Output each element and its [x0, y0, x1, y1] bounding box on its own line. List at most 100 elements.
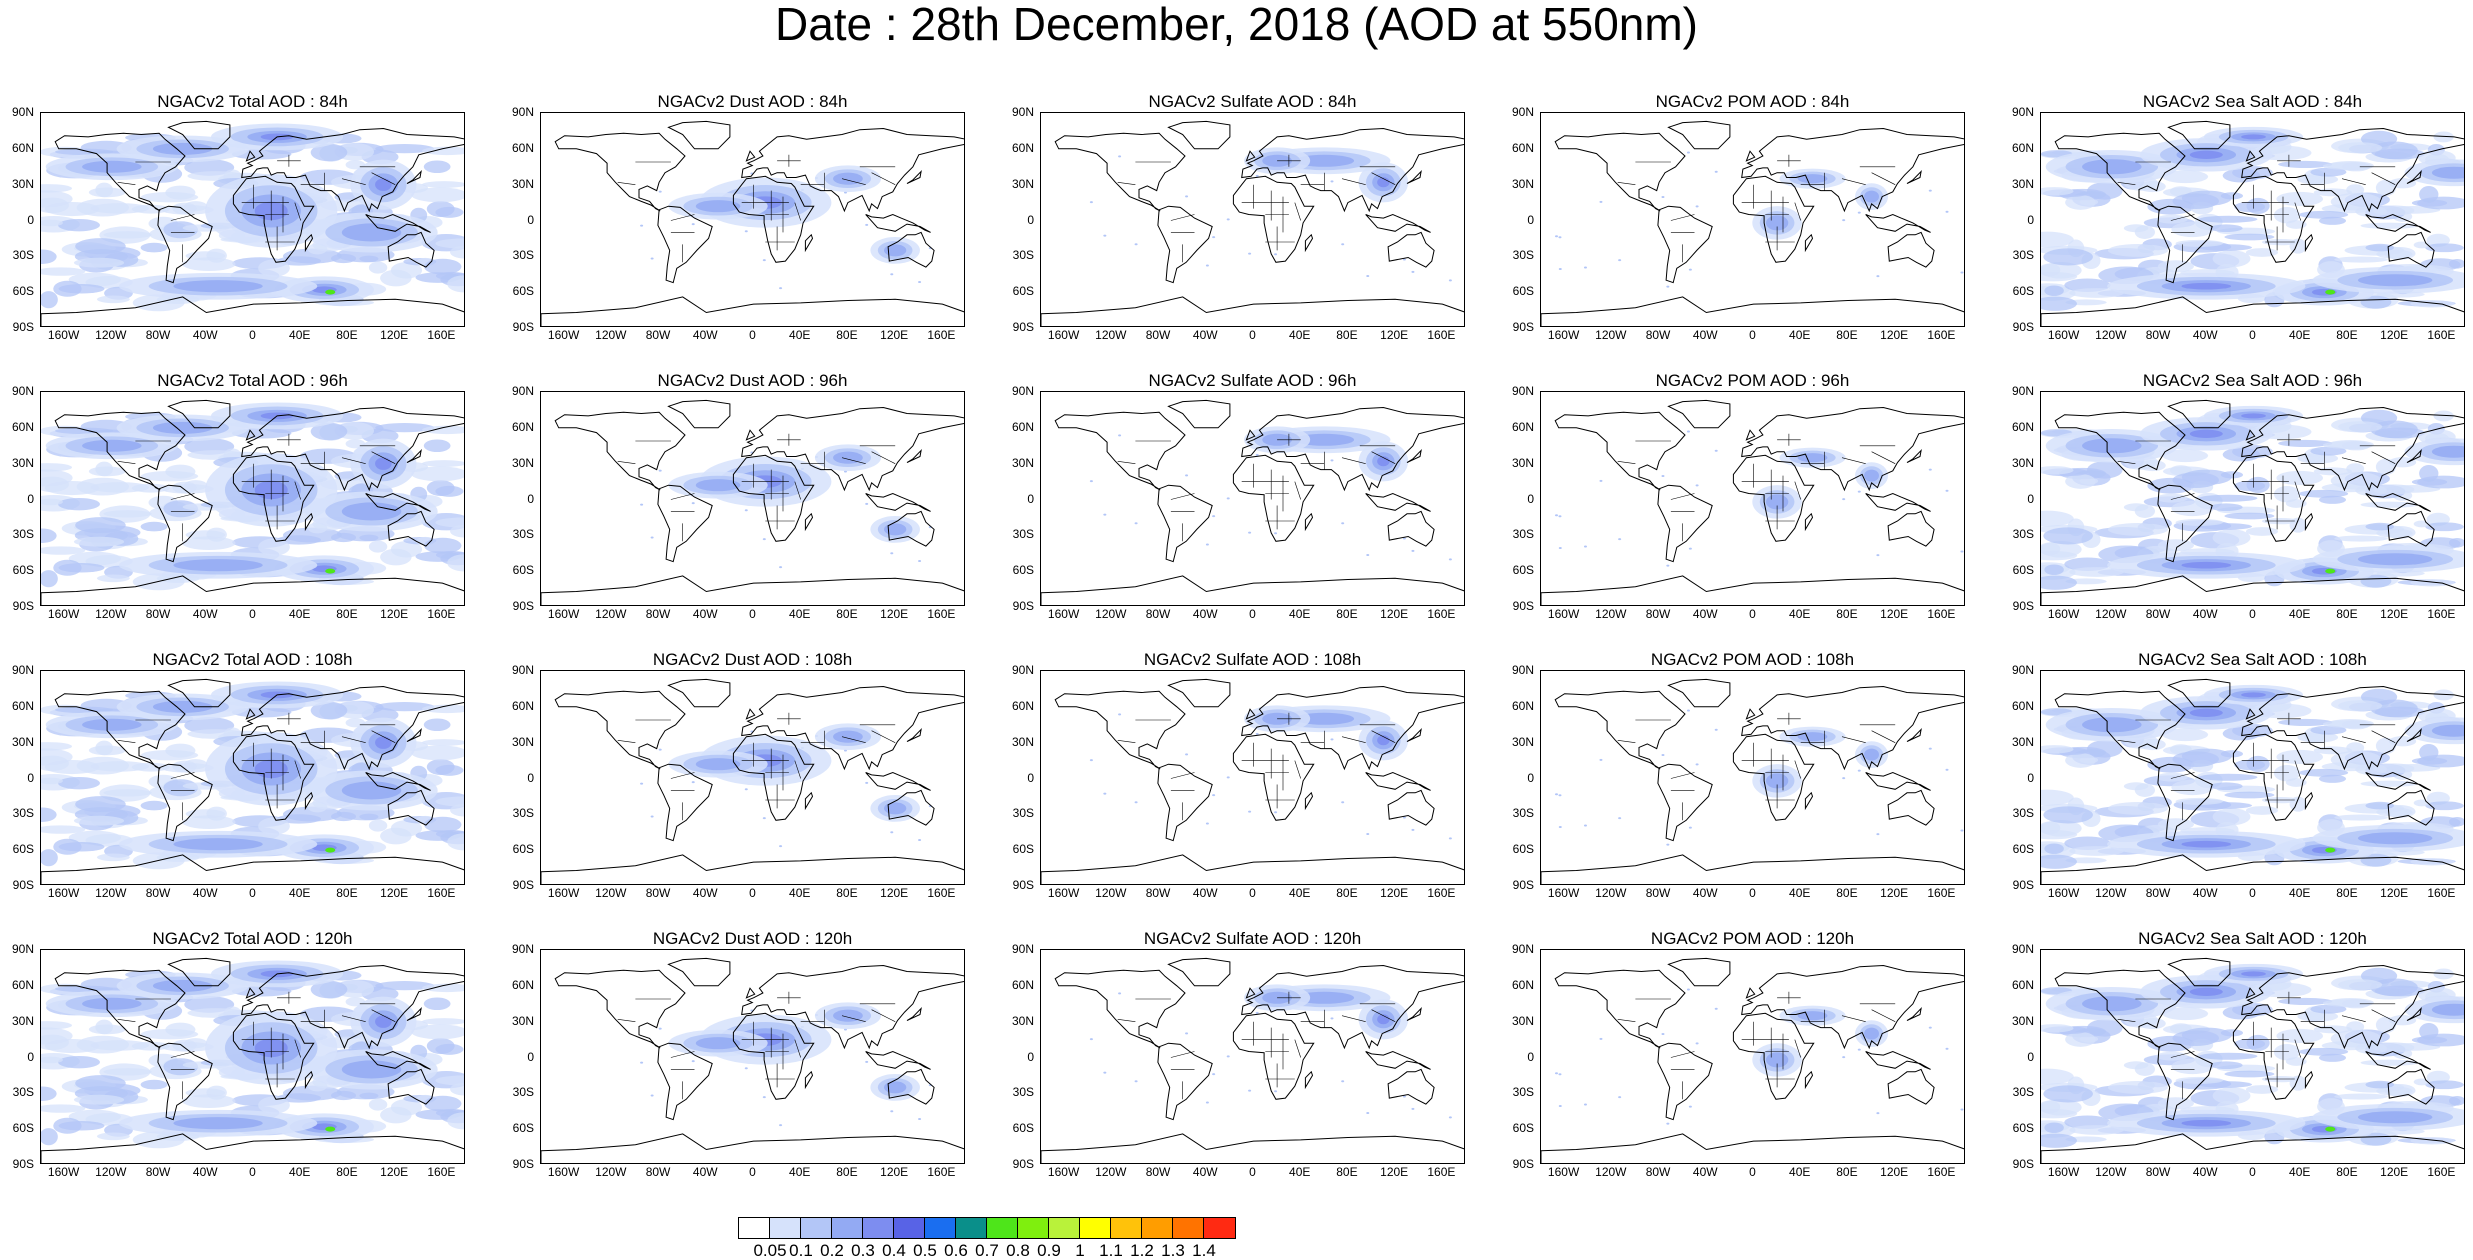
lat-tick-label: 90S — [2012, 320, 2034, 334]
lat-tick-label: 90N — [11, 942, 34, 956]
panel-title: NGACv2 Total AOD : 96h — [157, 371, 348, 390]
lon-tick-label: 120W — [595, 607, 627, 621]
aod-map — [1040, 949, 1465, 1164]
lat-tick-label: 0 — [1527, 212, 1534, 227]
lat-tick-label: 90S — [512, 878, 534, 892]
lon-tick-label: 120W — [1595, 886, 1627, 900]
lon-tick-label: 120W — [595, 886, 627, 900]
lon-tick-label: 120W — [95, 328, 127, 342]
lat-tick-label: 30S — [1012, 1085, 1034, 1100]
world-map-svg — [2041, 392, 2464, 605]
lat-tick-label: 30N — [1011, 176, 1034, 191]
lon-tick-label: 80E — [836, 1165, 858, 1179]
lon-tick-label: 160W — [47, 886, 80, 900]
aod-map — [40, 391, 465, 606]
world-map-svg — [541, 113, 964, 326]
lat-tick-label: 60S — [1512, 563, 1534, 578]
aod-map — [2040, 670, 2465, 885]
lon-tick-label: 160W — [1547, 328, 1580, 342]
map-panel-sulfate-120h: NGACv2 Sulfate AOD : 120h 90N 60N 30N 0 30S 60… — [1000, 929, 1470, 1179]
panel-title: NGACv2 Sea Salt AOD : 84h — [2142, 92, 2363, 111]
map-panel-total-120h: NGACv2 Total AOD : 120h 90N 60N 30N 0 30S 60S 9… — [0, 929, 470, 1179]
lat-tick-label: 0 — [527, 491, 534, 506]
lat-tick-label: 60N — [2011, 698, 2034, 713]
lat-tick-label: 30S — [512, 1085, 534, 1100]
lat-tick-label: 60S — [1012, 563, 1034, 578]
colorbar-label: 0.3 — [851, 1241, 875, 1260]
colorbar-label: 1.3 — [1161, 1241, 1185, 1260]
lon-tick-label: 160E — [927, 328, 956, 342]
lon-tick-label: 40W — [1192, 328, 1218, 342]
lat-tick-label: 30N — [2011, 1013, 2034, 1028]
lon-tick-label: 40W — [2192, 607, 2218, 621]
lon-tick-label: 160W — [1047, 886, 1080, 900]
lat-tick-label: 60N — [511, 977, 534, 992]
main-title: Date : 28th December, 2018 (AOD at 550nm… — [774, 0, 1699, 50]
lon-tick-label: 80E — [336, 328, 358, 342]
lon-tick-label: 120E — [1380, 607, 1409, 621]
lon-tick-label: 120E — [380, 328, 409, 342]
lat-tick-label: 0 — [1527, 770, 1534, 785]
lat-tick-label: 30N — [1511, 455, 1534, 470]
lon-tick-label: 40W — [1692, 1165, 1718, 1179]
map-panel-seasalt-108h: NGACv2 Sea Salt AOD : 108h 90N 60N 30N 0 30S 6… — [2000, 650, 2470, 900]
lon-tick-label: 40E — [789, 886, 811, 900]
panel-title: NGACv2 POM AOD : 96h — [1655, 371, 1850, 390]
world-map-svg — [2041, 950, 2464, 1163]
lat-tick-label: 90N — [1011, 105, 1034, 119]
lat-tick-label: 90S — [1012, 1157, 1034, 1171]
lon-tick-label: 120W — [2095, 886, 2127, 900]
lon-tick-label: 0 — [1749, 328, 1756, 342]
lat-tick-label: 30S — [12, 1085, 34, 1100]
panel-title: NGACv2 Sea Salt AOD : 96h — [2142, 371, 2363, 390]
lon-tick-label: 160E — [1927, 328, 1956, 342]
lon-tick-label: 160W — [1047, 1165, 1080, 1179]
lon-tick-label: 160E — [2427, 1165, 2456, 1179]
lat-tick-label: 30S — [2012, 806, 2034, 821]
lon-tick-label: 160W — [2047, 886, 2080, 900]
lat-tick-label: 90N — [511, 105, 534, 119]
map-panel-total-84h: NGACv2 Total AOD : 84h 90N 60N 30N 0 30S 60S 90… — [0, 92, 470, 342]
lon-tick-label: 40W — [192, 886, 218, 900]
lon-tick-label: 80W — [2145, 1165, 2171, 1179]
lon-tick-label: 40W — [1192, 1165, 1218, 1179]
colorbar-swatch — [894, 1218, 925, 1238]
lon-tick-label: 40E — [789, 328, 811, 342]
lon-tick-label: 80W — [645, 886, 671, 900]
lon-tick-label: 40E — [2289, 1165, 2311, 1179]
lon-tick-label: 0 — [2249, 328, 2256, 342]
panel-title: NGACv2 Sea Salt AOD : 108h — [2138, 650, 2367, 669]
lon-tick-label: 80E — [336, 886, 358, 900]
colorbar-label: 0.9 — [1037, 1241, 1061, 1260]
aod-map — [1040, 391, 1465, 606]
lat-tick-label: 90S — [2012, 1157, 2034, 1171]
lat-tick-label: 90S — [12, 1157, 34, 1171]
map-panel-sulfate-108h: NGACv2 Sulfate AOD : 108h 90N 60N 30N 0 30S 60… — [1000, 650, 1470, 900]
lat-tick-label: 30N — [2011, 734, 2034, 749]
lat-tick-label: 30N — [1011, 455, 1034, 470]
colorbar-swatch — [1018, 1218, 1049, 1238]
lat-tick-label: 90N — [511, 942, 534, 956]
lat-tick-label: 30S — [12, 527, 34, 542]
aod-map — [40, 670, 465, 885]
lat-tick-label: 60N — [2011, 977, 2034, 992]
aod-map — [40, 949, 465, 1164]
lon-tick-label: 160E — [2427, 886, 2456, 900]
lat-tick-label: 0 — [527, 212, 534, 227]
lat-tick-label: 90N — [1511, 105, 1534, 119]
lat-tick-label: 60S — [12, 1121, 34, 1136]
lon-tick-label: 40W — [1692, 328, 1718, 342]
lat-tick-label: 60S — [1512, 842, 1534, 857]
colorbar-label: 1 — [1075, 1241, 1085, 1260]
lon-tick-label: 120E — [2380, 607, 2409, 621]
lon-tick-label: 120E — [880, 607, 909, 621]
lon-tick-label: 40E — [289, 1165, 311, 1179]
map-panel-total-96h: NGACv2 Total AOD : 96h 90N 60N 30N 0 30S 60S 90… — [0, 371, 470, 621]
lon-tick-label: 40E — [1789, 607, 1811, 621]
lat-tick-label: 90S — [1512, 320, 1534, 334]
panel-title: NGACv2 Total AOD : 120h — [152, 929, 353, 948]
lon-tick-label: 80E — [2336, 328, 2358, 342]
lon-tick-label: 120W — [1595, 607, 1627, 621]
lon-tick-label: 80W — [645, 328, 671, 342]
lon-tick-label: 120W — [95, 886, 127, 900]
